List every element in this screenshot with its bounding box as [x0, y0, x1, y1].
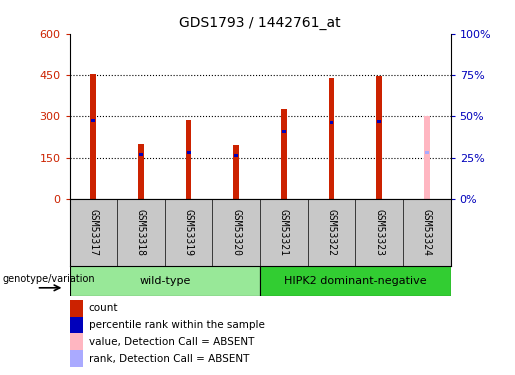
Title: GDS1793 / 1442761_at: GDS1793 / 1442761_at	[179, 16, 341, 30]
Bar	[281, 110, 287, 199]
Bar	[91, 75, 96, 199]
Text: GSM53322: GSM53322	[327, 209, 336, 256]
Bar	[234, 154, 238, 157]
Bar	[330, 121, 333, 124]
Text: percentile rank within the sample: percentile rank within the sample	[89, 320, 265, 330]
Text: GSM53317: GSM53317	[89, 209, 98, 256]
Bar	[139, 153, 143, 156]
Text: count: count	[89, 303, 118, 313]
Bar	[186, 120, 192, 199]
Bar	[70, 300, 83, 316]
Bar	[425, 151, 428, 154]
Bar	[260, 266, 451, 296]
Bar	[424, 116, 430, 199]
Text: GSM53323: GSM53323	[374, 209, 384, 256]
Bar	[282, 130, 286, 133]
Bar	[376, 75, 382, 199]
Bar	[377, 120, 381, 123]
Bar	[70, 333, 83, 350]
Text: value, Detection Call = ABSENT: value, Detection Call = ABSENT	[89, 337, 254, 347]
Text: GSM53318: GSM53318	[136, 209, 146, 256]
Bar	[187, 151, 191, 154]
Text: wild-type: wild-type	[139, 276, 191, 286]
Bar	[70, 350, 83, 367]
Text: GSM53319: GSM53319	[184, 209, 194, 256]
Bar	[92, 119, 95, 122]
Text: genotype/variation: genotype/variation	[3, 274, 95, 284]
Bar	[70, 316, 83, 333]
Bar	[329, 78, 334, 199]
Text: GSM53321: GSM53321	[279, 209, 289, 256]
Bar	[233, 145, 239, 199]
Text: GSM53324: GSM53324	[422, 209, 432, 256]
Text: HIPK2 dominant-negative: HIPK2 dominant-negative	[284, 276, 426, 286]
Text: rank, Detection Call = ABSENT: rank, Detection Call = ABSENT	[89, 354, 249, 364]
Bar	[138, 144, 144, 199]
Bar	[70, 266, 260, 296]
Text: GSM53320: GSM53320	[231, 209, 241, 256]
